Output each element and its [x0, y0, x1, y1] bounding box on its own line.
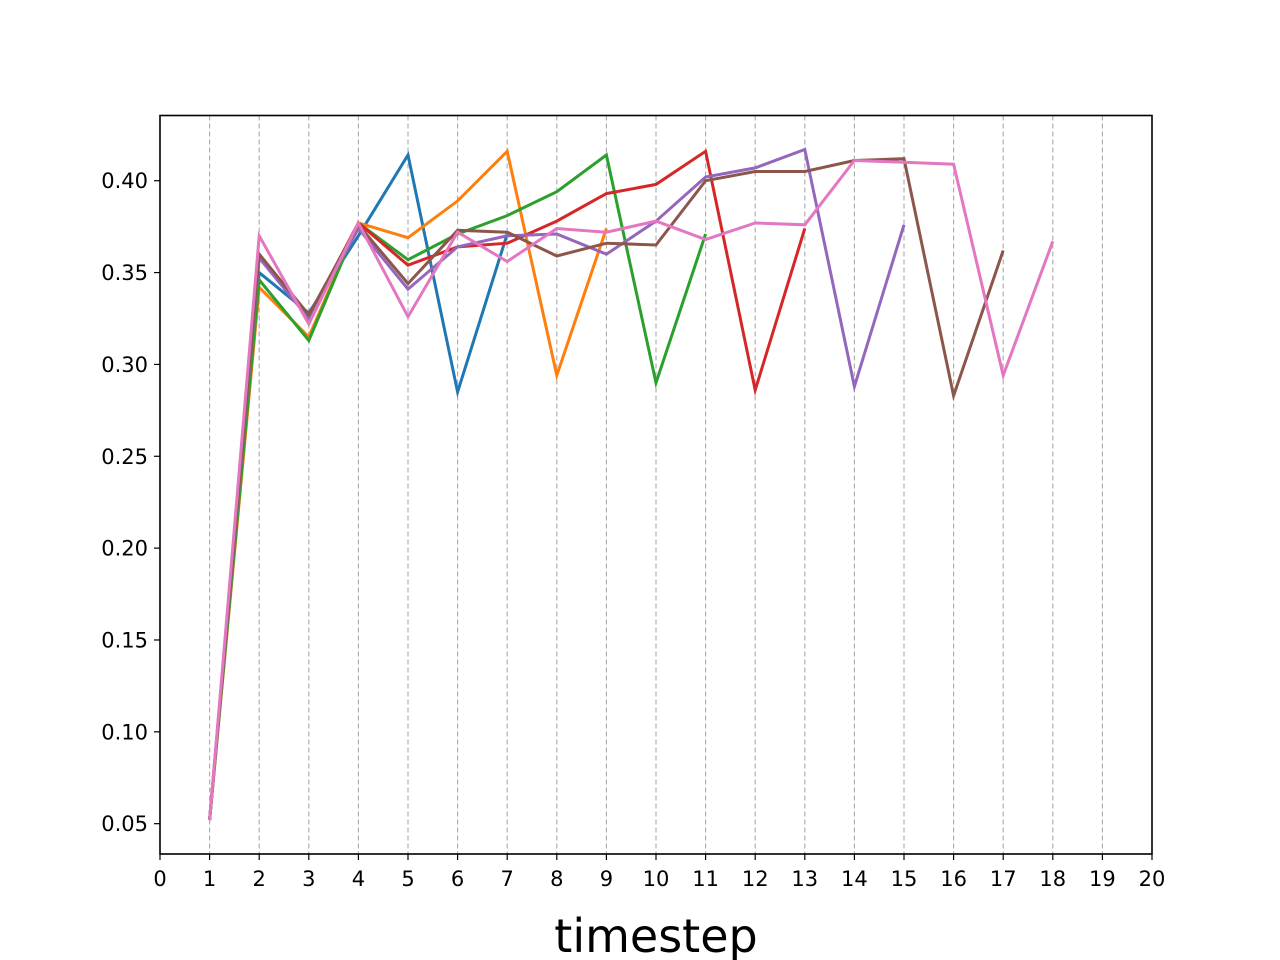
x-tick-label: 7	[501, 867, 514, 891]
x-tick-label: 5	[401, 867, 414, 891]
x-tick-label: 19	[1089, 867, 1116, 891]
x-tick-label: 6	[451, 867, 464, 891]
x-axis-label: timestep	[554, 909, 757, 960]
x-tick-label: 12	[742, 867, 769, 891]
x-tick-label: 17	[990, 867, 1017, 891]
series-line	[208, 158, 1055, 821]
x-tick-label: 10	[643, 867, 670, 891]
x-tick-label: 0	[153, 867, 166, 891]
y-axis-ticks: 0.05 0.10 0.15 0.20 0.25 0.30 0.35 0.40	[101, 169, 160, 836]
x-tick-label: 9	[600, 867, 613, 891]
x-tick-label: 8	[550, 867, 563, 891]
x-tick-label: 2	[253, 867, 266, 891]
x-tick-label: 11	[692, 867, 719, 891]
y-tick-label: 0.40	[101, 169, 148, 193]
x-tick-label: 4	[352, 867, 365, 891]
x-tick-label: 18	[1039, 867, 1066, 891]
x-tick-label: 1	[203, 867, 216, 891]
y-tick-label: 0.35	[101, 261, 148, 285]
series-line	[208, 148, 608, 821]
y-tick-label: 0.05	[101, 812, 148, 836]
x-tick-label: 20	[1139, 867, 1166, 891]
y-tick-label: 0.15	[101, 628, 148, 652]
x-tick-label: 16	[940, 867, 967, 891]
y-tick-label: 0.25	[101, 445, 148, 469]
x-axis-ticks: 0 1 2 3 4 5 6 7 8 9 10 11 12 13 14 15 16 17 18 19 20	[153, 854, 1165, 891]
x-tick-label: 15	[891, 867, 918, 891]
x-tick-label: 14	[841, 867, 868, 891]
y-tick-label: 0.30	[101, 353, 148, 377]
x-tick-label: 13	[791, 867, 818, 891]
y-tick-label: 0.10	[101, 720, 148, 744]
x-tick-label: 3	[302, 867, 315, 891]
series-lines	[208, 147, 1055, 821]
grid-lines	[209, 115, 1104, 854]
y-tick-label: 0.20	[101, 537, 148, 561]
